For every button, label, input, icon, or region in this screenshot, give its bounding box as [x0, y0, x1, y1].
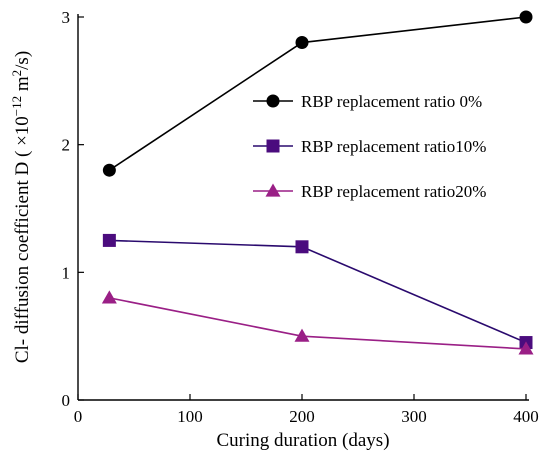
- data-point-series-1: [519, 10, 533, 24]
- legend: RBP replacement ratio 0% RBP replacement …: [253, 92, 486, 201]
- y-tick-label: 3: [62, 8, 71, 27]
- data-point-series-3: [518, 341, 534, 355]
- legend-label-1: RBP replacement ratio 0%: [301, 92, 482, 111]
- data-point-series-1: [295, 36, 309, 50]
- x-tick-label: 0: [74, 407, 83, 426]
- plot-area: [101, 10, 534, 355]
- y-axis-title-unit-exponent: 2: [9, 70, 24, 77]
- legend-marker-3: [265, 183, 281, 197]
- data-point-series-2: [102, 233, 116, 247]
- data-point-series-2: [295, 240, 309, 254]
- y-axis-title-main: Cl- diffusion coefficient D ( ×10: [12, 116, 33, 363]
- x-axis-title: Curing duration (days): [216, 430, 389, 451]
- y-axis-title: Cl- diffusion coefficient D ( ×10−12 m2/…: [9, 51, 33, 363]
- x-tick-label: 200: [289, 407, 315, 426]
- legend-label-2: RBP replacement ratio10%: [301, 137, 486, 156]
- ticks: 0 100 200 300 400 0 1 2 3: [62, 8, 539, 426]
- y-tick-label: 2: [62, 136, 71, 155]
- y-axis-title-unit: m: [12, 76, 33, 96]
- data-point-series-1: [102, 163, 116, 177]
- series-line-3: [109, 297, 527, 350]
- legend-marker-1: [266, 94, 280, 108]
- series-line-2: [109, 239, 527, 344]
- x-tick-label: 300: [401, 407, 427, 426]
- legend-marker-2: [266, 139, 280, 153]
- y-tick-label: 0: [62, 391, 71, 410]
- axes: [77, 14, 529, 401]
- y-axis-title-tail: /s): [12, 51, 33, 70]
- x-tick-label: 400: [513, 407, 539, 426]
- y-axis-title-exponent: −12: [9, 96, 24, 116]
- legend-label-3: RBP replacement ratio20%: [301, 182, 486, 201]
- data-point-series-3: [294, 328, 310, 342]
- data-point-series-3: [101, 290, 117, 304]
- y-tick-label: 1: [62, 263, 71, 282]
- x-tick-label: 100: [177, 407, 203, 426]
